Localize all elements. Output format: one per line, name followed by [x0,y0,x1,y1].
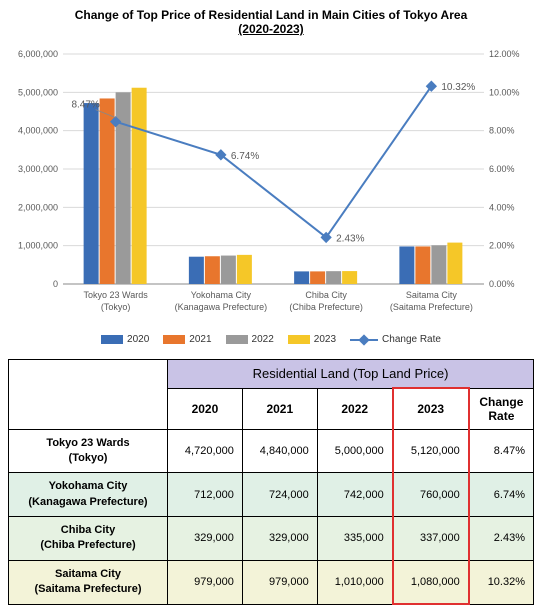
svg-text:(Saitama Prefecture): (Saitama Prefecture) [390,302,473,312]
svg-text:1,000,000: 1,000,000 [18,241,58,251]
svg-text:12.00%: 12.00% [489,49,520,59]
data-table: Residential Land (Top Land Price)2020202… [8,359,534,605]
legend-item: Change Rate [350,334,441,345]
svg-text:2,000,000: 2,000,000 [18,202,58,212]
svg-text:(Tokyo): (Tokyo) [101,302,131,312]
svg-text:Saitama City: Saitama City [406,290,458,300]
svg-text:(Kanagawa Prefecture): (Kanagawa Prefecture) [175,302,268,312]
svg-text:Chiba City: Chiba City [305,290,347,300]
svg-text:6.00%: 6.00% [489,164,515,174]
svg-text:6.74%: 6.74% [231,151,259,162]
chart-legend: 2020 2021 2022 2023 Change Rate [8,334,534,345]
svg-text:2.43%: 2.43% [336,233,364,244]
legend-item: 2020 [101,334,149,345]
svg-text:0: 0 [53,279,58,289]
chart-title: Change of Top Price of Residential Land … [8,8,534,36]
svg-text:4,000,000: 4,000,000 [18,126,58,136]
svg-text:10.00%: 10.00% [489,87,520,97]
svg-text:(Chiba Prefecture): (Chiba Prefecture) [289,302,363,312]
svg-text:6,000,000: 6,000,000 [18,49,58,59]
svg-text:Tokyo 23 Wards: Tokyo 23 Wards [84,290,149,300]
legend-item: 2023 [288,334,336,345]
svg-text:3,000,000: 3,000,000 [18,164,58,174]
svg-text:8.47%: 8.47% [71,100,99,111]
svg-text:8.00%: 8.00% [489,126,515,136]
svg-text:10.32%: 10.32% [441,82,475,93]
legend-item: 2022 [226,334,274,345]
svg-text:5,000,000: 5,000,000 [18,87,58,97]
svg-text:0.00%: 0.00% [489,279,515,289]
svg-text:Yokohama City: Yokohama City [191,290,252,300]
svg-text:2.00%: 2.00% [489,241,515,251]
combo-chart: 0 1,000,000 2,000,000 3,000,000 4,000,000 5,0… [8,44,534,324]
svg-text:4.00%: 4.00% [489,202,515,212]
legend-item: 2021 [163,334,211,345]
